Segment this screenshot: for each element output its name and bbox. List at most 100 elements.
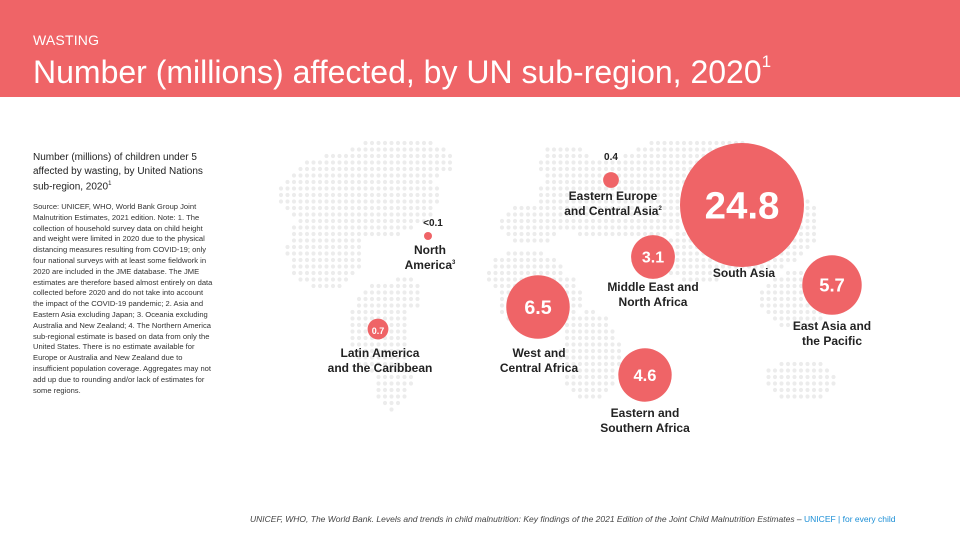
map-dot [642,218,648,224]
map-dot [694,251,700,256]
map-dot [766,296,771,302]
map-dot [616,212,622,217]
map-dot [376,387,381,393]
map-dot [304,244,310,250]
map-dot [772,381,778,386]
map-dot [779,374,784,380]
map-dot [428,147,433,152]
map-dot [408,277,414,282]
map-dot [564,381,570,386]
map-dot [785,296,791,302]
map-dot [824,368,830,373]
map-dot [629,153,635,159]
map-dot [571,205,576,211]
bubble-value-label-5: 0.7 [372,326,385,336]
map-dot [402,153,407,159]
map-dot [389,361,394,367]
map-dot [662,231,667,237]
map-dot [564,348,570,354]
map-dot [551,257,557,263]
map-dot [636,147,641,152]
map-dot [792,387,797,393]
map-dot [662,186,667,191]
map-dot [779,303,784,308]
map-dot [493,257,498,263]
map-dot [681,238,687,243]
region-name-line: Latin America [341,346,420,360]
map-dot [538,264,544,269]
map-dot [785,374,791,380]
map-dot [597,381,602,386]
map-dot [395,231,401,237]
map-dot [395,186,401,191]
map-dot [389,212,394,217]
map-dot [675,257,680,263]
map-dot [350,257,355,263]
map-dot [389,205,394,211]
map-dot [798,322,804,328]
map-dot [304,212,310,217]
map-dot [363,296,368,302]
map-dot [772,264,778,269]
map-dot [577,147,583,152]
map-dot [350,173,355,178]
map-dot [629,179,635,185]
map-dot [350,335,355,341]
map-dot [694,140,700,146]
map-dot [707,147,713,152]
map-dot [792,316,797,321]
map-dot [350,218,355,224]
map-dot [564,153,570,159]
map-dot [772,283,778,289]
map-dot [597,205,602,211]
map-dot [402,309,407,315]
map-dot [389,355,394,360]
map-dot [603,368,609,373]
map-dot [590,335,596,341]
unicef-brand-link[interactable]: UNICEF | for every child [804,514,896,524]
bubble-1 [424,232,432,240]
map-dot [506,257,511,263]
map-dot [382,309,388,315]
map-dot [291,192,297,198]
map-dot [597,160,602,165]
map-dot [330,179,336,185]
map-dot [610,212,615,217]
map-dot [610,368,615,373]
map-dot [675,212,680,217]
map-dot [428,160,433,165]
map-dot [441,147,446,152]
map-dot [779,257,784,263]
map-dot [350,270,355,276]
map-dot [558,212,563,217]
map-dot [571,309,576,315]
map-dot [402,335,407,341]
map-dot [395,374,401,380]
map-dot [831,374,836,380]
map-dot [779,290,784,295]
map-dot [629,212,635,217]
map-dot [681,173,687,178]
map-dot [681,244,687,250]
map-dot [811,374,817,380]
map-dot [623,231,628,237]
map-dot [311,179,316,185]
map-dot [382,290,388,295]
source-note: Source: UNICEF, WHO, World Bank Group Jo… [33,202,213,395]
map-dot [636,205,641,211]
map-dot [577,361,583,367]
map-dot [343,205,349,211]
map-dot [720,140,726,146]
map-dot [356,231,362,237]
map-dot [649,173,654,178]
map-dot [785,303,791,308]
map-dot [577,348,583,354]
map-dot [350,166,355,172]
map-dot [785,251,791,256]
map-dot [766,303,771,308]
map-dot [337,160,342,165]
map-dot [603,381,609,386]
map-dot [707,277,713,282]
map-dot [545,160,550,165]
map-dot [675,218,680,224]
